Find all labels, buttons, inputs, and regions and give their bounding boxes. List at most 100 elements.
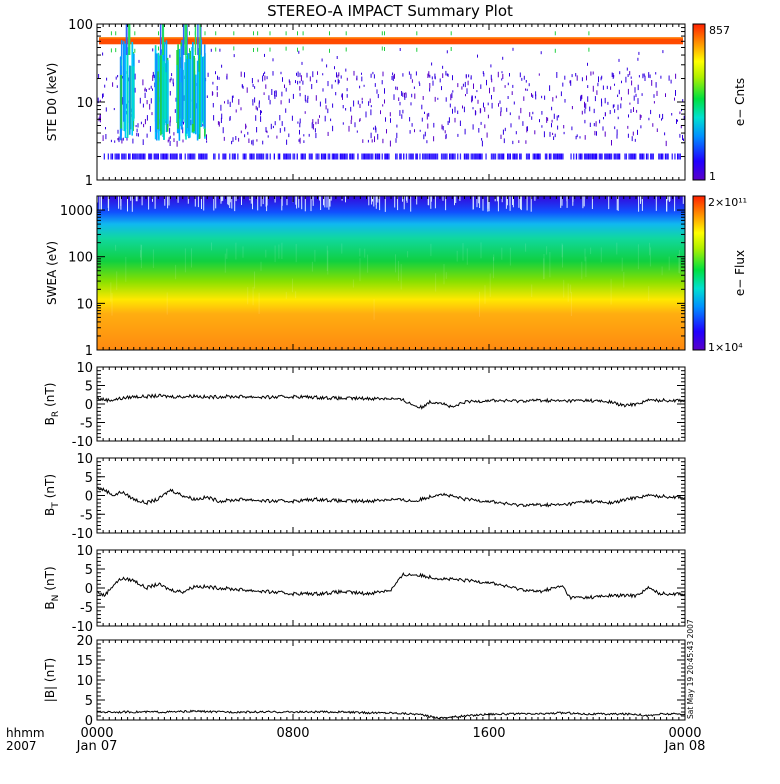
ste-low-band-bin xyxy=(167,153,169,160)
swea-gap-mark xyxy=(266,196,268,212)
ste-count-mark xyxy=(307,95,309,99)
ste-low-band-bin xyxy=(558,153,560,160)
ste-count-mark xyxy=(390,118,391,123)
ste-low-band-bin xyxy=(125,153,127,160)
ste-count-mark xyxy=(189,31,190,36)
ste-count-mark xyxy=(422,96,424,100)
ste-count-mark xyxy=(547,117,549,121)
ste-count-mark xyxy=(507,96,509,99)
bn-x-ticks xyxy=(96,550,686,626)
ste-count-mark xyxy=(571,74,573,78)
swea-gap-mark xyxy=(229,196,231,203)
swea-gap-mark xyxy=(506,196,508,206)
ste-count-mark xyxy=(661,118,662,121)
swea-gap-mark xyxy=(118,196,120,209)
ste-low-band-bin xyxy=(362,153,364,160)
ste-low-band-bin xyxy=(454,153,456,160)
ste-count-mark xyxy=(587,96,589,102)
bt-y-axis: -10 -5 0 5 10 xyxy=(72,452,685,542)
ste-count-mark xyxy=(325,98,327,104)
ste-count-mark xyxy=(457,133,459,137)
ste-count-mark xyxy=(304,94,306,101)
ste-count-mark xyxy=(284,84,285,88)
ste-count-mark xyxy=(252,139,254,146)
ste-count-mark xyxy=(523,96,525,101)
ste-count-mark xyxy=(546,117,548,123)
ste-count-mark xyxy=(618,89,620,95)
ste-count-mark xyxy=(371,139,373,143)
br-ylabel: BR (nT) xyxy=(43,383,61,426)
br-y-tick-label: 0 xyxy=(85,398,93,413)
ste-count-mark xyxy=(607,101,609,105)
ste-low-band-bin xyxy=(292,153,294,160)
ste-count-mark xyxy=(376,89,378,94)
ste-count-mark xyxy=(150,98,152,104)
ste-count-mark xyxy=(392,75,394,81)
x-tick-label: 0000 xyxy=(668,726,701,741)
ste-count-mark xyxy=(357,100,359,105)
ste-count-mark xyxy=(487,114,489,119)
swea-gap-mark xyxy=(99,196,101,211)
ste-count-mark xyxy=(268,95,270,100)
ste-count-mark xyxy=(428,112,430,117)
ste-low-band-bin xyxy=(451,153,453,160)
ste-count-mark xyxy=(447,73,449,77)
ste-count-mark xyxy=(332,103,334,108)
ste-burst-mark xyxy=(120,75,122,129)
swea-texture-streak xyxy=(314,249,316,262)
ste-count-mark xyxy=(215,71,216,75)
ste-count-mark xyxy=(266,130,268,134)
ste-count-mark xyxy=(212,103,214,108)
ste-count-mark xyxy=(477,54,478,58)
ste-count-mark xyxy=(255,115,257,121)
ste-count-mark xyxy=(285,108,287,113)
ste-count-mark xyxy=(504,85,506,88)
ste-count-mark xyxy=(348,125,350,132)
ste-burst-mark xyxy=(198,42,201,139)
ste-burst-mark xyxy=(157,71,159,130)
swea-y-tick-label: 10 xyxy=(76,297,93,312)
ste-count-mark xyxy=(331,84,333,89)
ste-low-band-bin xyxy=(333,153,335,160)
ste-low-band-bin xyxy=(117,153,119,160)
ste-low-band-bin xyxy=(165,153,167,160)
ste-count-mark xyxy=(189,48,190,53)
swea-gap-mark xyxy=(310,196,312,212)
ste-low-band-bin xyxy=(253,153,255,160)
ste-count-mark xyxy=(427,123,429,129)
ste-count-mark xyxy=(504,127,506,132)
ste-count-mark xyxy=(258,100,260,104)
ste-count-mark xyxy=(251,78,253,84)
swea-gap-mark xyxy=(281,196,283,206)
ste-count-mark xyxy=(431,76,433,80)
ste-low-band-bin xyxy=(107,153,109,160)
ste-low-band-bin xyxy=(121,153,123,160)
ste-count-mark xyxy=(115,48,117,53)
ste-count-mark xyxy=(299,86,301,91)
br-y-tick-label: 5 xyxy=(85,380,93,395)
ste-low-band-bin xyxy=(492,153,494,160)
ste-count-mark xyxy=(617,94,619,97)
ste-count-mark xyxy=(671,113,673,116)
ste-low-band-bin xyxy=(242,153,244,160)
ste-low-band-bin xyxy=(431,153,433,160)
swea-gap-mark xyxy=(234,196,236,212)
swea-gap-mark xyxy=(260,196,262,207)
ste-count-mark xyxy=(316,79,318,83)
ste-count-mark xyxy=(575,135,577,140)
ste-count-mark xyxy=(429,83,431,89)
ste-burst-mark xyxy=(159,24,162,55)
ste-low-band-bin xyxy=(136,153,138,160)
ste-count-mark xyxy=(206,140,208,143)
ste-count-mark xyxy=(337,78,339,85)
ste-count-mark xyxy=(557,125,559,130)
ste-low-band-bin xyxy=(579,153,582,160)
ste-low-band-bin xyxy=(556,153,559,160)
ste-count-mark xyxy=(637,98,639,104)
ste-low-band-bin xyxy=(629,153,631,160)
swea-texture-streak xyxy=(115,244,117,251)
swea-texture-streak xyxy=(116,271,118,290)
ste-low-band-bin xyxy=(606,153,609,160)
ste-count-mark xyxy=(359,103,361,108)
ste-count-mark xyxy=(312,124,314,130)
